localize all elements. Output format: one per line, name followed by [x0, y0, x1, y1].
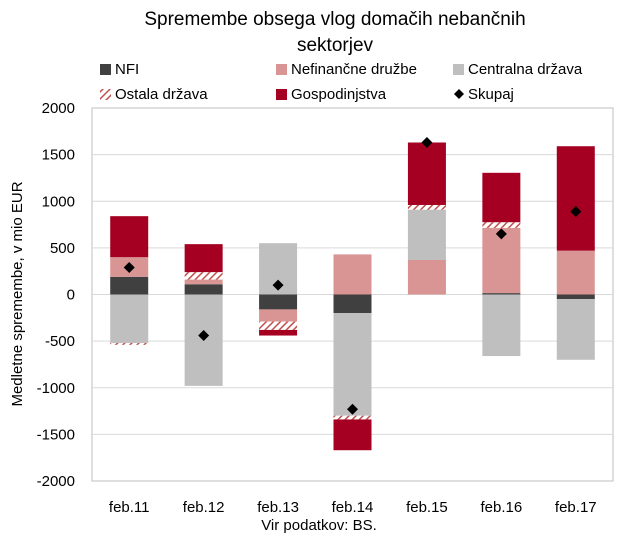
- bar-segment-nfi: [259, 294, 298, 310]
- bar-segment-nefinan-ne-dru-be: [184, 279, 223, 285]
- legend-label: Gospodinjstva: [291, 86, 387, 103]
- x-tick-label: feb.15: [406, 499, 448, 516]
- legend: NFI Nefinančne družbe Centralna država Osta…: [100, 61, 583, 103]
- bar-segment-gospodinjstva: [482, 172, 521, 223]
- legend-label: NFI: [115, 61, 139, 78]
- bar-segment-nefinan-ne-dru-be: [333, 254, 372, 295]
- bars: [110, 142, 595, 451]
- bar-segment-ostala-dr-ava: [407, 204, 446, 210]
- legend-swatch: [276, 64, 287, 75]
- legend-label: Skupaj: [468, 86, 514, 103]
- legend-label: Nefinančne družbe: [291, 61, 417, 78]
- bar-segment-centralna-dr-ava: [482, 294, 521, 357]
- legend-swatch: [100, 89, 111, 100]
- y-tick-label: 1000: [42, 193, 75, 210]
- y-tick-label: -500: [45, 333, 75, 350]
- bar-segment-nfi: [110, 276, 149, 295]
- bar-segment-ostala-dr-ava: [259, 321, 298, 330]
- total-markers: [123, 137, 582, 415]
- legend-label: Centralna država: [468, 61, 583, 78]
- x-tick-label: feb.17: [555, 499, 597, 516]
- bar-segment-ostala-dr-ava: [184, 272, 223, 280]
- bar-segment-nefinan-ne-dru-be: [259, 309, 298, 322]
- bar-segment-ostala-dr-ava: [333, 415, 372, 420]
- x-tick-label: feb.16: [480, 499, 522, 516]
- bar-segment-ostala-dr-ava: [110, 342, 149, 345]
- bar-segment-gospodinjstva: [556, 146, 595, 251]
- y-tick-label: 500: [50, 240, 75, 257]
- bar-segment-nefinan-ne-dru-be: [407, 259, 446, 295]
- bar-segment-centralna-dr-ava: [110, 294, 149, 343]
- bar-segment-gospodinjstva: [333, 419, 372, 451]
- y-tick-label: 1500: [42, 147, 75, 164]
- source-note: Vir podatkov: BS.: [261, 517, 377, 534]
- bar-segment-centralna-dr-ava: [333, 313, 372, 416]
- chart-title: Spremembe obsega vlog domačih nebančnih: [144, 9, 525, 30]
- y-axis-ticks: 2000 1500 1000 500 0 -500 -1000 -1500 -2000: [37, 100, 75, 490]
- y-tick-label: 0: [67, 287, 75, 304]
- y-tick-label: -1500: [37, 426, 75, 443]
- chart-title-line-2: sektorjev: [297, 35, 374, 56]
- total-marker: [421, 137, 433, 149]
- bar-segment-centralna-dr-ava: [407, 209, 446, 260]
- bar-segment-nfi: [333, 294, 372, 314]
- total-marker: [347, 403, 358, 415]
- y-tick-label: -2000: [37, 473, 75, 490]
- y-axis-label: Medletne spremembe, v mio EUR: [9, 181, 26, 406]
- total-marker: [198, 330, 210, 342]
- x-tick-label: feb.14: [332, 499, 374, 516]
- gridlines: [92, 154, 613, 435]
- legend-swatch: [454, 89, 464, 99]
- x-tick-label: feb.13: [257, 499, 299, 516]
- x-tick-label: feb.12: [183, 499, 225, 516]
- total-marker: [123, 261, 135, 273]
- x-tick-label: feb.11: [109, 499, 150, 516]
- bar-segment-gospodinjstva: [259, 329, 298, 336]
- bar-segment-ostala-dr-ava: [482, 222, 521, 228]
- legend-swatch: [276, 89, 287, 100]
- bar-segment-gospodinjstva: [407, 142, 446, 205]
- x-axis-ticks: feb.11 feb.12 feb.13 feb.14 feb.15 feb.16 feb.…: [109, 499, 597, 516]
- legend-swatch: [100, 64, 111, 75]
- bar-segment-nfi: [184, 284, 223, 295]
- legend-swatch: [453, 64, 464, 75]
- legend-label: Ostala država: [115, 86, 208, 103]
- bar-segment-gospodinjstva: [110, 216, 149, 258]
- bar-segment-centralna-dr-ava: [556, 299, 595, 360]
- bar-segment-nefinan-ne-dru-be: [556, 250, 595, 295]
- total-marker: [495, 228, 507, 240]
- y-tick-label: 2000: [42, 100, 75, 117]
- total-marker: [272, 279, 284, 291]
- bar-segment-gospodinjstva: [184, 244, 223, 273]
- bar-segment-nfi: [482, 293, 521, 295]
- total-marker: [570, 206, 582, 218]
- bar-segment-nfi: [556, 294, 595, 300]
- y-tick-label: -1000: [37, 380, 75, 397]
